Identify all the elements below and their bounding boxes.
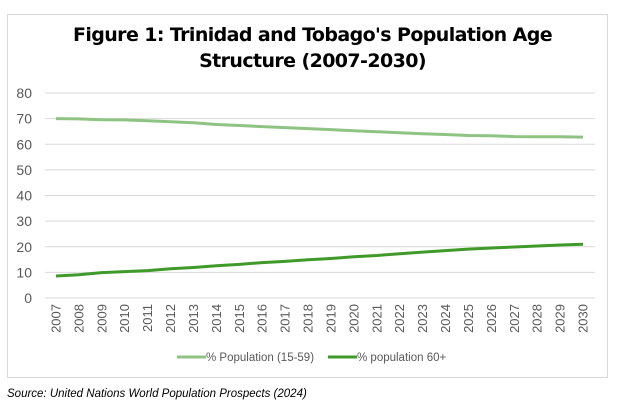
- x-tick-label: 2008: [71, 304, 86, 333]
- y-tick-label: 0: [24, 290, 32, 306]
- x-tick-label: 2018: [301, 304, 316, 333]
- y-tick-label: 60: [16, 136, 32, 152]
- x-tick-label: 2024: [438, 304, 453, 333]
- x-tick-label: 2012: [163, 304, 178, 333]
- x-tick-label: 2017: [278, 304, 293, 333]
- legend-label: % Population (15-59): [206, 352, 314, 364]
- y-tick-label: 80: [16, 85, 32, 101]
- gridlines: [45, 92, 595, 299]
- y-tick-label: 50: [16, 162, 32, 178]
- x-tick-label: 2019: [323, 304, 338, 333]
- x-tick-label: 2011: [140, 304, 155, 332]
- y-tick-label: 10: [16, 264, 32, 280]
- x-tick-label: 2026: [484, 304, 499, 333]
- legend: % Population (15-59) % population 60+: [177, 352, 446, 364]
- x-tick-label: 2009: [94, 304, 109, 333]
- x-tick-label: 2025: [461, 304, 476, 333]
- legend-label: % population 60+: [357, 352, 446, 364]
- x-tick-label: 2028: [530, 304, 545, 333]
- x-tick-label: 2007: [49, 304, 64, 333]
- series-lines: [55, 117, 584, 278]
- x-tick-label: 2027: [507, 304, 522, 333]
- x-tick-label: 2014: [209, 304, 224, 333]
- x-tick-label: 2015: [232, 304, 247, 333]
- y-tick-label: 70: [16, 111, 32, 127]
- x-tick-label: 2013: [186, 304, 201, 333]
- y-tick-label: 40: [16, 188, 32, 204]
- x-tick-label: 2029: [553, 304, 568, 333]
- x-tick-label: 2021: [369, 304, 384, 333]
- x-tick-label: 2022: [392, 304, 407, 333]
- x-axis-ticks: 2007 2008 2009 2010 2011 2012 2013 2014 2015 2016…: [49, 304, 591, 333]
- y-tick-label: 20: [16, 239, 32, 255]
- x-tick-label: 2010: [117, 304, 132, 333]
- x-tick-label: 2030: [576, 304, 591, 333]
- chart-title-line-2: Structure (2007-2030): [199, 50, 426, 72]
- x-tick-label: 2020: [346, 304, 361, 333]
- y-tick-label: 30: [16, 213, 32, 229]
- x-tick-label: 2023: [415, 304, 430, 333]
- series-line-population-60-plus: [55, 242, 584, 278]
- chart-title: Figure 1: Trinidad and Tobago's Populati…: [0, 22, 625, 74]
- y-axis-ticks: 0 10 20 30 40 50 60 70 80: [16, 85, 32, 306]
- series-line-population-15-59: [55, 117, 584, 139]
- chart-title-line-1: Figure 1: Trinidad and Tobago's Populati…: [72, 24, 553, 46]
- x-tick-label: 2016: [255, 304, 270, 333]
- source-note: Source: United Nations World Population …: [7, 388, 307, 400]
